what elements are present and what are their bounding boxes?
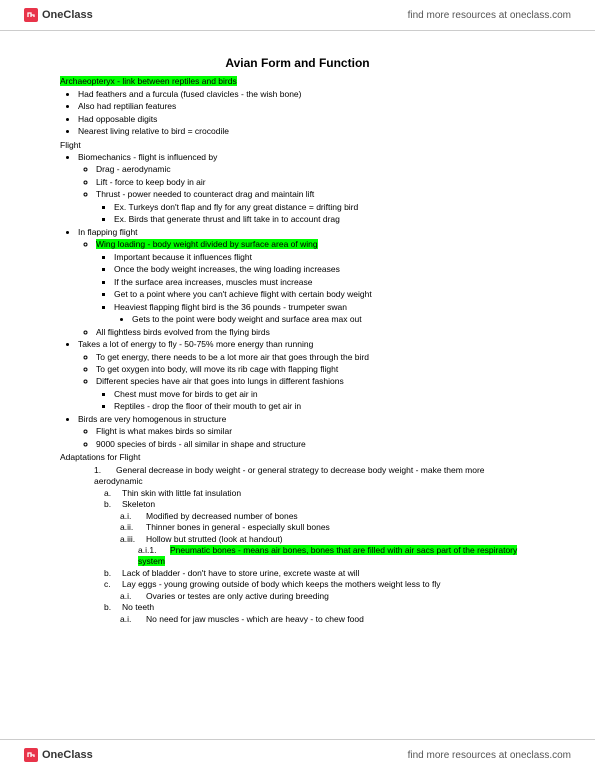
list-item: Ex. Turkeys don't flap and fly for any g…	[114, 202, 535, 213]
brand-text: OneClass	[42, 9, 93, 21]
header: OneClass find more resources at oneclass…	[0, 0, 595, 31]
tagline[interactable]: find more resources at oneclass.com	[408, 10, 571, 21]
list-features: Had feathers and a furcula (fused clavic…	[60, 89, 535, 138]
list-item: If the surface area increases, muscles m…	[114, 277, 535, 288]
list-item: Heaviest flapping flight bird is the 36 …	[114, 302, 535, 313]
list-item: Important because it influences flight	[114, 252, 535, 263]
list-item: Reptiles - drop the floor of their mouth…	[114, 401, 535, 412]
footer: OneClass find more resources at oneclass…	[0, 739, 595, 770]
list-item: Flight is what makes birds so similar	[96, 426, 535, 437]
logo: OneClass	[24, 8, 93, 22]
list-item: Also had reptilian features	[78, 101, 535, 112]
lettered-item: b.No teeth	[60, 602, 535, 613]
section-flight: Flight	[60, 140, 535, 151]
logo-icon	[24, 8, 38, 22]
numbered-item: 1.General decrease in body weight - or g…	[60, 465, 535, 488]
list-item: Gets to the point were body weight and s…	[132, 314, 535, 325]
sub-item: a.i.Ovaries or testes are only active du…	[60, 591, 535, 602]
sub-item: a.i.Modified by decreased number of bone…	[60, 511, 535, 522]
list-item: Had feathers and a furcula (fused clavic…	[78, 89, 535, 100]
lettered-item: b.Lack of bladder - don't have to store …	[60, 568, 535, 579]
section-adaptations: Adaptations for Flight	[60, 452, 535, 463]
lettered-item: c.Lay eggs - young growing outside of bo…	[60, 579, 535, 590]
page-title: Avian Form and Function	[60, 55, 535, 71]
list-item: Chest must move for birds to get air in	[114, 389, 535, 400]
list-item: Once the body weight increases, the wing…	[114, 264, 535, 275]
list-item: Had opposable digits	[78, 114, 535, 125]
list-item: All flightless birds evolved from the fl…	[96, 327, 535, 338]
list-item: Thrust - power needed to counteract drag…	[96, 189, 535, 200]
hl-archaeopteryx: Archaeopteryx - link between reptiles an…	[60, 76, 535, 87]
list-item: Get to a point where you can't achieve f…	[114, 289, 535, 300]
list-item: 9000 species of birds - all similar in s…	[96, 439, 535, 450]
hl-pneumatic: a.i.1.Pneumatic bones - means air bones,…	[60, 545, 535, 568]
logo-icon	[24, 748, 38, 762]
document-body: Avian Form and Function Archaeopteryx - …	[0, 31, 595, 635]
list-item: Ex. Birds that generate thrust and lift …	[114, 214, 535, 225]
lettered-item: b.Skeleton	[60, 499, 535, 510]
list-item: In flapping flight	[78, 227, 535, 238]
list-item: Drag - aerodynamic	[96, 164, 535, 175]
brand-text: OneClass	[42, 749, 93, 761]
list-item: To get oxygen into body, will move its r…	[96, 364, 535, 375]
list-item: Nearest living relative to bird = crocod…	[78, 126, 535, 137]
list-item: Birds are very homogenous in structure	[78, 414, 535, 425]
sub-item: a.ii.Thinner bones in general - especial…	[60, 522, 535, 533]
list-item: Takes a lot of energy to fly - 50-75% mo…	[78, 339, 535, 350]
sub-item: a.iii.Hollow but strutted (look at hando…	[60, 534, 535, 545]
hl-wing-loading: Wing loading - body weight divided by su…	[96, 239, 535, 250]
tagline[interactable]: find more resources at oneclass.com	[408, 750, 571, 761]
list-item: Different species have air that goes int…	[96, 376, 535, 387]
lettered-item: a.Thin skin with little fat insulation	[60, 488, 535, 499]
list-item: Biomechanics - flight is influenced by	[78, 152, 535, 163]
sub-item: a.i.No need for jaw muscles - which are …	[60, 614, 535, 625]
list-item: To get energy, there needs to be a lot m…	[96, 352, 535, 363]
list-item: Lift - force to keep body in air	[96, 177, 535, 188]
logo: OneClass	[24, 748, 93, 762]
